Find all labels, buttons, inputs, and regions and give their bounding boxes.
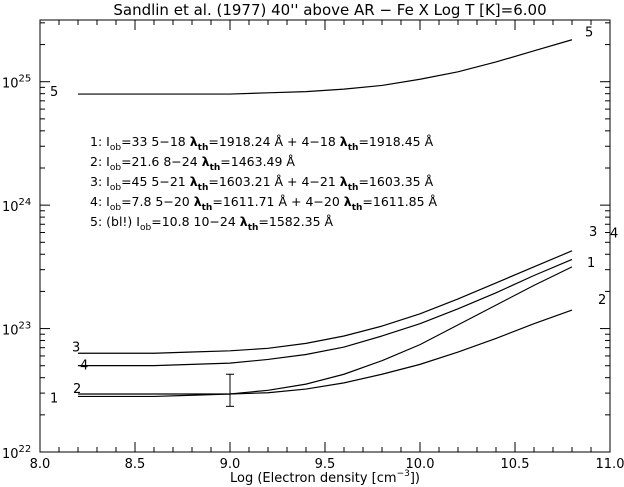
x-tick-label: 9.0	[220, 457, 241, 472]
curve-label-right-1: 1	[587, 256, 595, 271]
curve-label-left-3: 3	[72, 340, 80, 355]
y-tick-label: 1025	[2, 74, 31, 92]
y-tick-base: 10	[2, 447, 19, 462]
x-tick-label: 10.5	[501, 457, 530, 472]
legend-item: 5: (bl!) Iob=10.8 10−24 λth=1582.35 Å	[90, 214, 334, 233]
legend: 1: Iob=33 5−18 λth=1918.24 Å + 4−18 λth=…	[90, 134, 438, 233]
curve-label-left-4: 4	[80, 359, 88, 374]
plot-frame	[39, 19, 611, 453]
y-tick-exp: 25	[19, 74, 32, 85]
legend-item: 2: Iob=21.6 8−24 λth=1463.49 Å	[90, 154, 295, 173]
curve-label-right-3: 3	[589, 225, 597, 240]
curves	[78, 39, 573, 398]
curve-label-left-5: 5	[50, 85, 58, 100]
x-axis: 8.0 8.5 9.0 9.5 10.0 10.5 11.0	[30, 20, 624, 472]
y-tick-label: 1022	[2, 444, 31, 462]
curve-label-left-1: 1	[50, 391, 58, 406]
curve-label-left-2: 2	[73, 382, 81, 397]
y-tick-base: 10	[2, 77, 19, 92]
y-tick-exp: 24	[19, 197, 32, 208]
series-line-5	[78, 39, 573, 95]
series-line-1	[78, 266, 573, 398]
x-tick-label: 8.5	[125, 457, 146, 472]
y-tick-label: 1024	[2, 197, 31, 215]
legend-item: 1: Iob=33 5−18 λth=1918.24 Å + 4−18 λth=…	[90, 134, 434, 153]
curve-label-right-2: 2	[598, 293, 606, 308]
curve-label-right-4: 4	[610, 226, 618, 241]
y-tick-exp: 23	[19, 321, 32, 332]
chart-title: Sandlin et al. (1977) 40'' above AR − Fe…	[113, 1, 546, 19]
curve-label-right-5: 5	[585, 26, 593, 41]
y-tick-label: 1023	[2, 321, 31, 339]
y-tick-base: 10	[2, 200, 19, 215]
series-line-2	[78, 309, 573, 395]
series-line-3	[78, 250, 573, 354]
x-tick-label: 8.0	[30, 457, 51, 472]
series-line-4	[78, 258, 573, 367]
x-tick-label: 9.5	[315, 457, 336, 472]
legend-item: 4: Iob=7.8 5−20 λth=1611.71 Å + 4−20 λth…	[90, 194, 438, 213]
y-tick-base: 10	[2, 324, 19, 339]
error-bar	[226, 373, 234, 407]
x-tick-label: 10.0	[406, 457, 435, 472]
legend-item: 3: Iob=45 5−21 λth=1603.21 Å + 4−21 λth=…	[90, 174, 434, 193]
y-tick-exp: 22	[19, 444, 32, 455]
x-axis-label: Log (Electron density [cm−3])	[230, 469, 420, 486]
x-tick-label: 11.0	[596, 457, 624, 472]
